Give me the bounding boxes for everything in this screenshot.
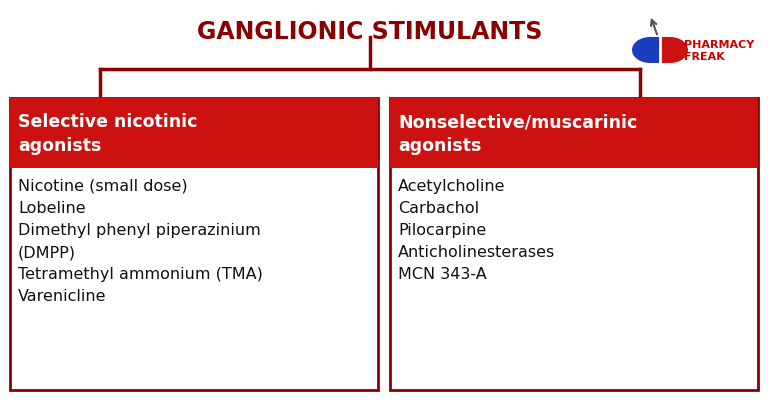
Bar [660,38,670,64]
Text: MCN 343-A: MCN 343-A [398,266,487,281]
Text: PHARMACY: PHARMACY [684,40,754,50]
FancyBboxPatch shape [10,99,378,168]
Text: Dimethyl phenyl piperazinium: Dimethyl phenyl piperazinium [18,222,261,237]
Text: GANGLIONIC STIMULANTS: GANGLIONIC STIMULANTS [197,20,543,44]
Bar [650,38,660,64]
Text: Acetylcholine: Acetylcholine [398,179,505,194]
Text: Tetramethyl ammonium (TMA): Tetramethyl ammonium (TMA) [18,266,263,281]
FancyBboxPatch shape [390,99,758,390]
Text: Anticholinesterases: Anticholinesterases [398,244,555,259]
Wedge shape [647,38,660,64]
Text: Pilocarpine: Pilocarpine [398,222,486,237]
FancyBboxPatch shape [390,99,758,168]
Ellipse shape [652,38,688,64]
Text: Varenicline: Varenicline [18,288,107,303]
FancyBboxPatch shape [10,99,378,390]
Text: Selective nicotinic
agonists: Selective nicotinic agonists [18,113,197,154]
Text: Nicotine (small dose): Nicotine (small dose) [18,179,187,194]
Text: (DMPP): (DMPP) [18,244,76,259]
Bar [650,38,670,64]
Ellipse shape [632,38,668,64]
Text: FREAK: FREAK [684,52,725,62]
Wedge shape [660,38,673,64]
Text: Nonselective/muscarinic
agonists: Nonselective/muscarinic agonists [398,113,637,154]
Text: Carbachol: Carbachol [398,200,479,215]
Text: Lobeline: Lobeline [18,200,85,215]
